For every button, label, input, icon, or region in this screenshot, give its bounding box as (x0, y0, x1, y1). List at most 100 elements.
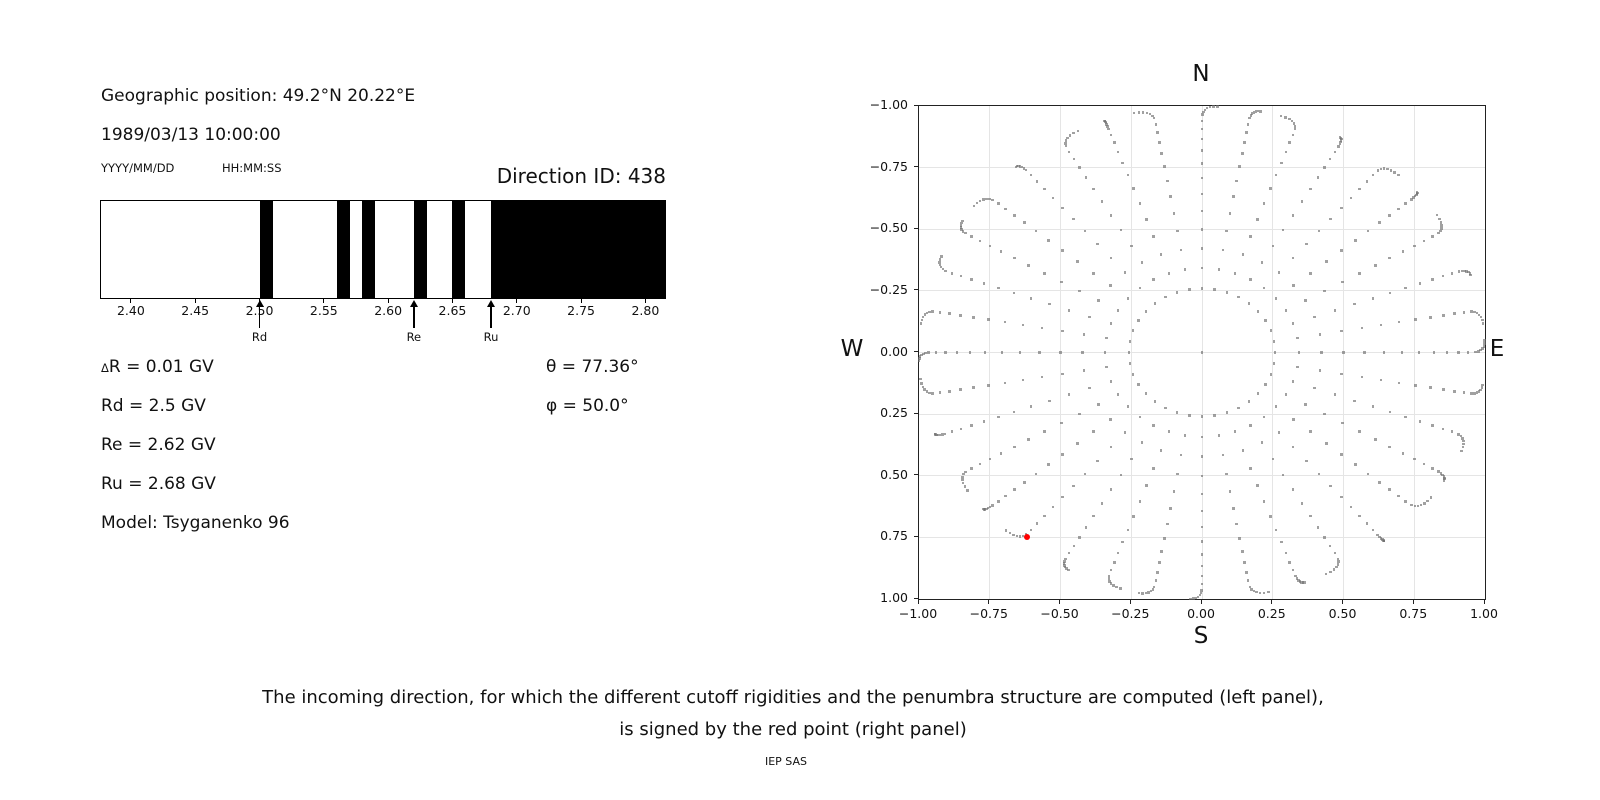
direction-dot (1048, 399, 1051, 403)
x-tick-mark (1059, 600, 1060, 604)
direction-dot (1264, 319, 1267, 322)
direction-dot (1340, 372, 1343, 376)
direction-dot (1018, 165, 1022, 168)
direction-dot (1340, 453, 1343, 456)
direction-dot (988, 505, 992, 509)
direction-dot (1460, 449, 1463, 453)
penumbra-tick-mark (387, 299, 389, 303)
direction-dot (1470, 310, 1473, 313)
direction-dot (1198, 593, 1201, 597)
direction-dot (1176, 229, 1179, 233)
penumbra-x-axis: 2.402.452.502.552.602.652.702.752.80 (100, 299, 666, 339)
direction-dot (1418, 420, 1422, 423)
direction-dot (1076, 129, 1080, 133)
direction-dot (1167, 272, 1171, 275)
direction-dot (941, 433, 944, 436)
direction-dot (1440, 224, 1443, 227)
direction-dot (1457, 351, 1460, 354)
direction-dot (1109, 488, 1113, 491)
direction-dot (1389, 169, 1393, 172)
direction-dot (1153, 400, 1157, 403)
direction-dot (1316, 526, 1320, 529)
direction-dot (1237, 295, 1240, 299)
direction-dot (1158, 561, 1161, 564)
penumbra-tick-mark (644, 299, 646, 303)
direction-dot (1291, 488, 1295, 491)
direction-dot (1067, 150, 1071, 154)
direction-dot (1200, 574, 1204, 578)
direction-dot (1271, 457, 1274, 461)
direction-dot (1164, 295, 1167, 299)
direction-dot (919, 377, 922, 381)
direction-dot (966, 489, 969, 492)
direction-dot (1203, 108, 1207, 111)
direction-dot (959, 226, 963, 229)
direction-dot (1200, 415, 1204, 418)
direction-dot (1200, 564, 1204, 568)
direction-dot (1340, 249, 1343, 252)
direction-dot (1280, 161, 1283, 164)
direction-dot (1200, 435, 1204, 439)
direction-dot (934, 351, 938, 354)
direction-dot (928, 391, 931, 395)
direction-dot (1477, 350, 1480, 353)
direction-dot (1200, 474, 1204, 477)
direction-dot (1092, 187, 1095, 191)
direction-dot (1078, 412, 1081, 416)
direction-dot (923, 388, 926, 391)
direction-dot (1172, 490, 1176, 493)
direction-dot (1200, 119, 1204, 123)
direction-dot (1279, 114, 1283, 118)
direction-dot (1116, 551, 1120, 555)
y-tick-mark (914, 535, 918, 537)
y-tick-label: 0.25 (880, 405, 908, 421)
direction-dot (1092, 272, 1095, 275)
direction-dot (1295, 577, 1299, 580)
direction-dot (1021, 534, 1025, 538)
direction-dot (1241, 152, 1244, 155)
direction-dot (1329, 217, 1332, 221)
direction-dot (1141, 592, 1144, 595)
direction-dot (1000, 351, 1004, 354)
direction-dot (1461, 445, 1465, 449)
direction-dot (1462, 391, 1466, 394)
direction-dot (921, 315, 925, 319)
direction-dot (1313, 386, 1316, 390)
direction-dot (961, 478, 964, 481)
direction-dot (1269, 329, 1273, 332)
direction-dot (960, 221, 963, 225)
direction-dot (1301, 581, 1305, 584)
direction-dot (1379, 167, 1383, 171)
direction-dot (1200, 492, 1204, 496)
direction-dot (1358, 187, 1361, 191)
direction-dot (1256, 218, 1259, 221)
direction-dot (919, 322, 923, 325)
direction-dot (938, 391, 942, 394)
direction-dot (1371, 405, 1375, 408)
direction-dot (1213, 414, 1216, 417)
direction-dot (1081, 351, 1084, 354)
direction-dot (1179, 453, 1183, 457)
time-format-label: HH:MM:SS (222, 161, 282, 175)
direction-dot (1126, 528, 1130, 532)
direction-dot (938, 263, 942, 267)
direction-dot (1466, 351, 1470, 354)
direction-dot (924, 351, 927, 355)
y-tick-label: −1.00 (869, 97, 908, 112)
direction-dot (1194, 596, 1198, 600)
direction-dot (1066, 136, 1069, 140)
direction-dot (1288, 117, 1291, 121)
direction-dot (1429, 316, 1432, 319)
direction-dot (1252, 589, 1256, 593)
direction-dot (1232, 195, 1235, 198)
direction-dot (1353, 302, 1356, 306)
direction-dot (1378, 221, 1381, 224)
direction-dot (1475, 311, 1479, 315)
direction-dot (997, 500, 1000, 503)
direction-dot (1212, 105, 1215, 108)
direction-dot (1475, 391, 1479, 394)
direction-dot (1013, 256, 1016, 260)
direction-dot (1082, 333, 1086, 336)
direction-dot (1013, 445, 1016, 449)
datetime-text: 1989/03/13 10:00:00 (101, 125, 281, 145)
